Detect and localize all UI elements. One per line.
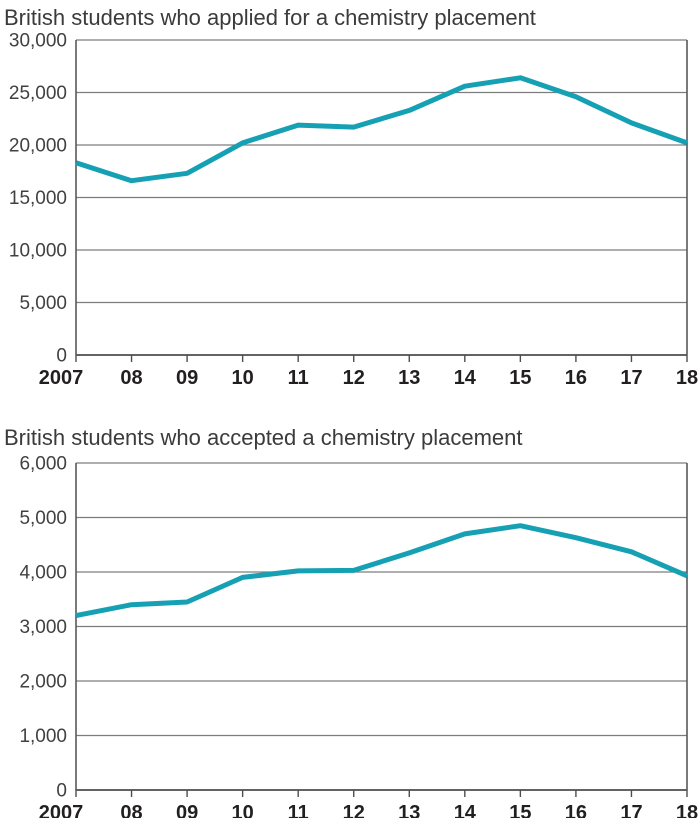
y-tick-label: 15,000 bbox=[9, 188, 67, 209]
x-tick-label: 17 bbox=[620, 802, 642, 818]
y-tick-label: 6,000 bbox=[19, 454, 67, 475]
y-tick-label: 5,000 bbox=[19, 508, 67, 529]
y-tick-label: 5,000 bbox=[19, 293, 67, 314]
x-tick-label: 08 bbox=[120, 367, 142, 389]
data-line-series bbox=[75, 523, 688, 619]
x-tick-label: 13 bbox=[398, 802, 420, 818]
y-tick-label: 20,000 bbox=[9, 136, 67, 157]
y-tick-label: 30,000 bbox=[9, 31, 67, 52]
x-tick-label: 16 bbox=[565, 367, 587, 389]
y-tick-label: 2,000 bbox=[19, 672, 67, 693]
x-tick-label: 14 bbox=[454, 802, 477, 818]
x-tick-label: 15 bbox=[509, 367, 531, 389]
x-tick-label: 18 bbox=[676, 367, 698, 389]
x-tick-label: 13 bbox=[398, 367, 420, 389]
x-tick-label: 15 bbox=[509, 802, 531, 818]
x-tick-label: 2007 bbox=[39, 802, 84, 818]
y-tick-label: 1,000 bbox=[19, 726, 67, 747]
y-tick-label: 0 bbox=[56, 346, 67, 367]
applied-chart-title: British students who applied for a chemi… bbox=[4, 5, 536, 30]
x-tick-label: 10 bbox=[232, 367, 254, 389]
y-tick-label: 25,000 bbox=[9, 83, 67, 104]
y-tick-label: 0 bbox=[56, 781, 67, 802]
accepted-chart-title: British students who accepted a chemistr… bbox=[4, 425, 523, 450]
x-tick-label: 09 bbox=[176, 367, 198, 389]
x-tick-label: 09 bbox=[176, 802, 198, 818]
y-tick-label: 10,000 bbox=[9, 241, 67, 262]
x-tick-label: 12 bbox=[343, 802, 365, 818]
x-tick-label: 16 bbox=[565, 802, 587, 818]
x-tick-label: 14 bbox=[454, 367, 477, 389]
x-tick-label: 10 bbox=[232, 802, 254, 818]
x-tick-label: 11 bbox=[288, 802, 309, 818]
x-tick-label: 18 bbox=[676, 802, 698, 818]
applied-chart-plot: 0 5,000 10,000 15,000 20,000 25,000 30,000 2007… bbox=[9, 31, 698, 390]
x-tick-label: 12 bbox=[343, 367, 365, 389]
x-tick-label: 17 bbox=[620, 367, 642, 389]
data-line-series bbox=[75, 75, 688, 184]
y-tick-label: 3,000 bbox=[19, 617, 67, 638]
x-tick-label: 11 bbox=[288, 367, 309, 389]
accepted-chart-plot: 0 1,000 2,000 3,000 4,000 5,000 6,000 2007 08 09 1… bbox=[19, 454, 698, 818]
y-tick-label: 4,000 bbox=[19, 563, 67, 584]
x-tick-label: 2007 bbox=[39, 367, 84, 389]
x-tick-label: 08 bbox=[120, 802, 142, 818]
